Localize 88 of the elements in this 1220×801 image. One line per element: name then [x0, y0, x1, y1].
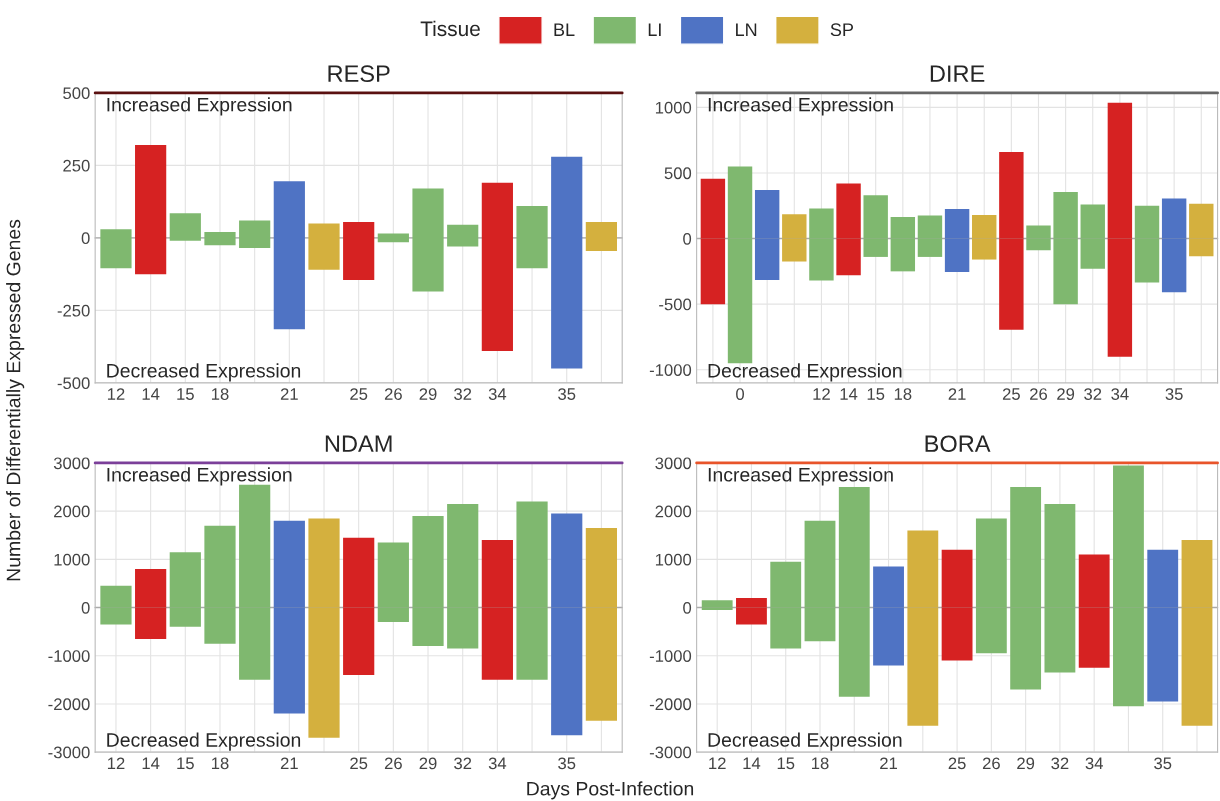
x-tick-label: 15	[777, 757, 795, 770]
x-tick-label: 12	[813, 388, 830, 400]
y-tick-label: -500	[57, 377, 90, 390]
y-tick-label: -3000	[649, 746, 692, 759]
x-tick-label: 32	[454, 388, 472, 400]
y-tick-label: 0	[81, 601, 90, 614]
x-tick-label: 14	[142, 388, 160, 400]
y-tick-label: 3000	[655, 457, 692, 470]
y-tick-label: 2000	[54, 505, 90, 518]
y-tick-label: 1000	[655, 101, 692, 114]
annotation: Decreased Expression	[107, 732, 301, 751]
x-axis-title: Days Post-Infection	[527, 781, 694, 800]
x-tick-label: 21	[880, 757, 897, 770]
y-axis-title: Number of Differentially Expressed Genes	[6, 219, 25, 581]
x-tick-label: 25	[1002, 388, 1020, 400]
x-tick-label: 12	[709, 757, 726, 770]
x-tick-label: 34	[1111, 388, 1129, 400]
x-tick-label: 18	[211, 757, 229, 770]
annotation: Decreased Expression	[107, 363, 301, 382]
y-tick-label: -2000	[649, 698, 692, 711]
y-tick-label: 3000	[53, 457, 90, 470]
legend-label: BL	[554, 23, 575, 36]
x-tick-label: 14	[840, 388, 858, 400]
x-tick-label: 18	[211, 388, 229, 400]
x-tick-label: 26	[1030, 388, 1048, 400]
y-tick-label: -3000	[48, 746, 90, 759]
y-tick-label: -1000	[649, 364, 692, 376]
chart-title: DIRE	[930, 65, 985, 82]
x-tick-label: 32	[1051, 757, 1069, 770]
x-tick-label: 0	[736, 388, 745, 400]
x-tick-label: 14	[142, 757, 160, 770]
x-tick-label: 15	[177, 757, 194, 770]
annotation: Decreased Expression	[708, 732, 902, 751]
annotation: Increased Expression	[708, 467, 893, 486]
x-tick-label: 25	[350, 388, 368, 400]
y-tick-label: 0	[683, 232, 692, 245]
x-tick-label: 14	[743, 757, 761, 770]
legend-label: LN	[736, 23, 757, 36]
x-tick-label: 34	[1085, 757, 1103, 770]
y-tick-label: 1000	[54, 553, 90, 566]
x-tick-label: 21	[948, 388, 966, 400]
x-tick-label: 12	[107, 757, 125, 770]
x-tick-label: 26	[384, 757, 402, 770]
y-tick-label: -500	[659, 298, 692, 311]
x-tick-label: 35	[558, 388, 576, 400]
x-tick-label: 35	[1154, 757, 1172, 770]
x-tick-label: 25	[948, 757, 966, 770]
annotation: Decreased Expression	[708, 363, 902, 382]
chart-title: NDAM	[325, 435, 392, 452]
y-tick-label: -1000	[649, 650, 692, 662]
x-tick-label: 29	[1057, 388, 1075, 400]
y-tick-label: -2000	[48, 698, 90, 711]
x-tick-label: 26	[384, 388, 402, 400]
x-tick-label: 18	[894, 388, 912, 400]
y-tick-label: -1000	[48, 650, 90, 662]
x-tick-label: 29	[1017, 757, 1035, 770]
x-tick-label: 35	[558, 757, 576, 770]
x-tick-label: 25	[350, 757, 368, 770]
y-tick-label: 2000	[655, 505, 692, 518]
y-tick-label: 500	[664, 167, 692, 180]
y-tick-label: 0	[683, 601, 692, 614]
chart-title: BORA	[925, 435, 991, 453]
x-tick-label: 35	[1165, 388, 1183, 400]
x-tick-label: 32	[1084, 388, 1102, 400]
y-tick-label: 250	[63, 159, 90, 172]
chart-title: RESP	[328, 65, 390, 83]
annotation: Increased Expression	[107, 467, 292, 486]
legend-label: SP	[830, 23, 854, 37]
annotation: Increased Expression	[708, 97, 893, 116]
x-tick-label: 34	[488, 757, 507, 770]
y-tick-label: 0	[81, 232, 90, 245]
x-tick-label: 12	[107, 388, 125, 400]
x-tick-label: 29	[419, 757, 437, 770]
y-tick-label: 1000	[655, 553, 692, 566]
x-tick-label: 15	[177, 388, 194, 400]
x-tick-label: 21	[280, 388, 298, 400]
legend-label: LI	[648, 23, 661, 36]
x-tick-label: 18	[812, 757, 829, 770]
y-tick-label: 500	[63, 87, 90, 100]
x-tick-label: 32	[454, 757, 472, 770]
x-tick-label: 34	[488, 388, 507, 400]
annotation: Increased Expression	[107, 97, 292, 116]
x-tick-label: 15	[867, 388, 885, 400]
y-tick-label: -250	[57, 304, 90, 317]
legend-title: Tissue	[420, 20, 480, 37]
x-tick-label: 21	[280, 757, 298, 770]
x-tick-label: 26	[982, 757, 1000, 770]
x-tick-label: 29	[419, 388, 437, 400]
